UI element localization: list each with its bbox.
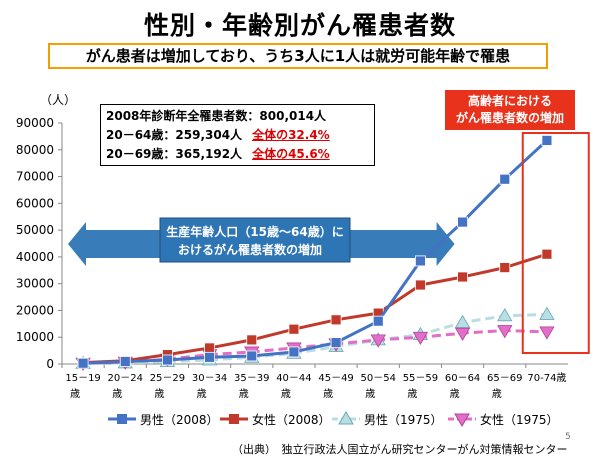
data-point-s1-5 — [288, 323, 300, 335]
data-point-s3-9 — [454, 327, 471, 341]
data-point-s2-9 — [454, 314, 471, 328]
x-tick-label: 20－24 — [108, 373, 143, 384]
legend-label-3: 女性（1975） — [480, 412, 559, 427]
x-tick-label: 40－44 — [276, 373, 311, 384]
elderly-highlight-box — [521, 132, 590, 354]
legend-marker-0 — [117, 414, 127, 424]
series-line-2 — [83, 312, 547, 365]
data-point-s1-6 — [330, 314, 342, 326]
data-point-s0-5 — [288, 346, 300, 358]
data-point-s0-7 — [372, 315, 384, 327]
data-point-s1-11 — [541, 248, 553, 260]
data-point-s3-11 — [539, 326, 555, 340]
y-tick-label: 40000 — [16, 250, 54, 264]
y-tick-label: 50000 — [16, 223, 54, 237]
data-point-s0-2 — [162, 354, 173, 366]
x-tick-label: 65－69 — [487, 373, 522, 384]
x-tick-label-suffix: 歳 — [112, 388, 122, 400]
y-tick-label: 70000 — [16, 170, 54, 184]
y-tick-label: 30000 — [16, 277, 54, 291]
x-tick-label: 15－19 — [65, 373, 100, 384]
x-tick-label-suffix: 歳 — [154, 388, 164, 400]
data-point-s1-8 — [415, 279, 426, 291]
y-tick-label: 10000 — [16, 330, 54, 344]
elderly-label-line2: がん罹患者数の増加 — [455, 111, 564, 125]
x-tick-label-suffix: 歳 — [492, 388, 502, 400]
y-tick-label: 0 — [46, 357, 54, 371]
legend-marker-1 — [229, 414, 239, 424]
working-age-label-line2: おけるがん罹患者数の増加 — [178, 242, 322, 257]
data-point-s2-10 — [497, 308, 513, 322]
data-point-s0-3 — [204, 351, 215, 363]
stats-20-69: 20－69歳：365,192人 全体の45.6% — [106, 145, 370, 164]
stats-total: 2008年診断年全罹患者数：800,014人 — [106, 109, 327, 123]
x-tick-label-suffix: 歳 — [239, 388, 249, 400]
x-tick-label-suffix: 歳 — [450, 388, 460, 400]
stats-20-64-pct: 全体の32.4% — [252, 128, 330, 142]
stats-20-69-count: 20－69歳：365,192人 — [106, 147, 243, 161]
elderly-label: 高齢者における がん罹患者数の増加 — [445, 90, 575, 130]
page-title: 性別・年齢別がん罹患者数 — [143, 11, 456, 40]
stats-box: 2008年診断年全罹患者数：800,014人 20－64歳：259,304人 全体… — [100, 104, 375, 166]
data-point-s3-10 — [497, 325, 513, 339]
page-number: 5 — [565, 432, 571, 442]
legend-marker-3 — [454, 413, 470, 427]
legend-label-2: 男性（1975） — [364, 413, 443, 427]
chart-axes: 0 10000 20000 30000 40000 50000 60000 70000 8000… — [16, 116, 568, 400]
data-point-s0-4 — [246, 350, 258, 362]
x-tick-label-suffix: 歳 — [281, 388, 291, 400]
x-tick-label-suffix: 歳 — [365, 388, 375, 400]
x-tick-label: 60－64 — [445, 373, 480, 384]
x-tick-label: 45－49 — [318, 373, 353, 384]
stats-20-64-count: 20－64歳：259,304人 — [106, 128, 243, 142]
chart-legend: 男性（2008） 女性（2008） 男性（1975） 女性（1975） — [108, 411, 559, 427]
data-point-s0-9 — [457, 216, 468, 228]
data-point-s0-10 — [499, 173, 511, 185]
working-age-label-box — [159, 217, 351, 263]
x-tick-label: 25－29 — [150, 373, 185, 384]
data-point-s0-6 — [330, 337, 342, 348]
series-layer — [75, 135, 555, 371]
data-point-s3-8 — [412, 331, 429, 346]
data-point-s1-4 — [246, 334, 258, 346]
series-line-1 — [83, 252, 548, 365]
y-tick-label: 80000 — [16, 143, 54, 157]
x-tick-label: 55－59 — [403, 373, 438, 384]
y-tick-label: 20000 — [16, 303, 54, 317]
x-tick-label: 70-74歳 — [527, 372, 566, 384]
data-point-s0-1 — [119, 356, 131, 367]
data-point-s1-9 — [457, 271, 468, 283]
y-tick-label: 60000 — [16, 196, 54, 210]
x-tick-label: 50－54 — [361, 373, 396, 384]
legend-label-0: 男性（2008） — [140, 413, 219, 427]
x-tick-label-suffix: 歳 — [197, 388, 207, 400]
data-point-s3-7 — [370, 334, 386, 348]
data-point-s1-3 — [204, 342, 215, 354]
legend-label-1: 女性（2008） — [252, 412, 331, 427]
stats-20-64: 20－64歳：259,304人 全体の32.4% — [106, 126, 370, 145]
x-tick-label-suffix: 歳 — [323, 388, 333, 400]
y-axis-unit: （人） — [40, 93, 77, 107]
subtitle-banner: がん患者は増加しており、うち3人に1人は就労可能年齢で罹患 — [48, 43, 548, 69]
x-tick-label-suffix: 歳 — [407, 388, 417, 400]
x-tick-label: 35－39 — [234, 373, 269, 384]
x-tick-label: 30－34 — [192, 373, 227, 384]
x-tick-label-suffix: 歳 — [70, 388, 80, 400]
data-point-s1-10 — [499, 262, 511, 274]
source-citation: （出典） 独立行政法人国立がん研究センターがん対策情報センター — [232, 443, 568, 456]
legend-marker-2 — [338, 411, 354, 425]
data-point-s2-11 — [539, 306, 555, 320]
working-age-label-line1: 生産年齢人口（15歳～64歳）に — [166, 224, 343, 239]
stats-20-69-pct: 全体の45.6% — [252, 147, 330, 161]
data-point-s0-0 — [77, 357, 89, 369]
elderly-label-line1: 高齢者における — [467, 94, 552, 108]
series-line-0 — [83, 139, 548, 365]
data-point-s0-11 — [541, 135, 553, 146]
y-tick-label: 90000 — [16, 116, 54, 130]
data-point-s0-8 — [415, 255, 426, 267]
